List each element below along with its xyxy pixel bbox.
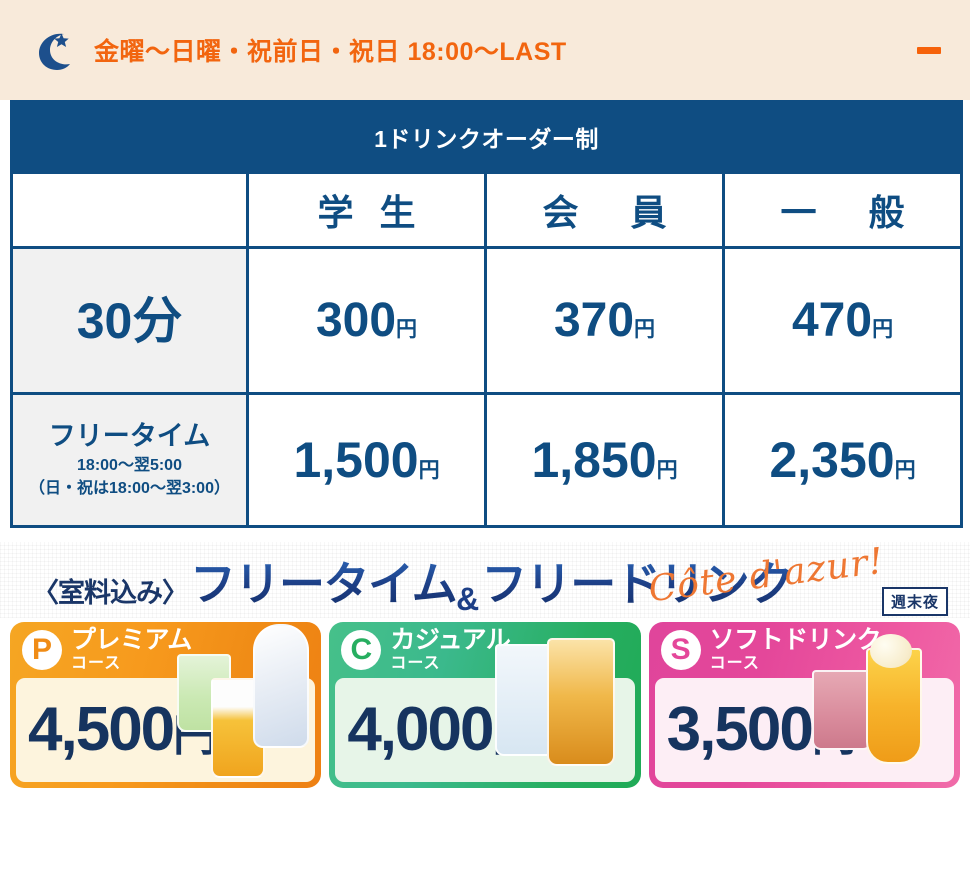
table-row: フリータイム 18:00〜翌5:00 （日・祝は18:00〜翌3:00） 1,5…: [10, 392, 964, 528]
promo-headline: 〈室料込み〉 フリータイム & フリードリンク Côte d'azur! 週末夜: [10, 541, 960, 618]
schedule-header-title: 金曜〜日曜・祝前日・祝日 18:00〜LAST: [94, 38, 567, 66]
row-label-freetime-hours: 18:00〜翌5:00: [77, 456, 182, 474]
course-badge-icon: P: [22, 630, 62, 670]
course-price: 3,500円: [667, 699, 856, 761]
one-drink-order-banner: 1ドリンクオーダー制: [9, 100, 964, 174]
price-table-container: 1ドリンクオーダー制 学 生 会 員 一 般 30分 300円 370円: [0, 100, 970, 528]
course-card-header: C カジュアル コース: [329, 622, 640, 678]
promo-room-included-label: 〈室料込み〉: [32, 578, 189, 608]
course-card-titles: カジュアル コース: [390, 626, 511, 672]
course-badge-icon: C: [341, 630, 382, 670]
course-subtitle: コース: [709, 655, 760, 672]
course-price-yen: 円: [173, 711, 218, 760]
course-cards-row: P プレミアム コース 4,500円 C カジュアル コース 4,000円: [0, 618, 970, 788]
promo-banner: 〈室料込み〉 フリータイム & フリードリンク Côte d'azur! 週末夜: [0, 541, 970, 618]
course-card-body: 4,000円: [335, 678, 635, 782]
course-price-yen: 円: [492, 711, 537, 760]
collapse-toggle-button[interactable]: [915, 36, 943, 64]
row-label-freetime: フリータイム 18:00〜翌5:00 （日・祝は18:00〜翌3:00）: [10, 392, 249, 528]
course-price-value: 4,500: [28, 695, 175, 764]
header-cell-general: 一 般: [721, 171, 964, 249]
row-label-freetime-note: （日・祝は18:00〜翌3:00）: [29, 480, 230, 498]
row-label-30min: 30分: [10, 246, 249, 395]
course-card-body: 3,500円: [654, 678, 954, 782]
course-card-titles: ソフトドリンク コース: [710, 628, 882, 672]
course-price: 4,500円: [28, 699, 217, 761]
promo-ampersand: &: [456, 581, 480, 617]
course-card-header: P プレミアム コース: [10, 622, 321, 678]
crescent-moon-star-icon: [30, 28, 76, 74]
row-label-30min-value: 30: [76, 292, 133, 349]
header-cell-student: 学 生: [246, 171, 487, 249]
course-price-value: 3,500: [666, 695, 814, 764]
course-name: ソフトドリンク: [709, 626, 882, 654]
yen-unit: 円: [396, 317, 418, 341]
yen-unit: 円: [656, 459, 678, 482]
minus-icon: [917, 46, 941, 54]
course-subtitle: コース: [71, 655, 122, 672]
price-30min-general: 470円: [721, 246, 964, 395]
course-badge-icon: S: [660, 630, 701, 670]
row-label-30min-unit: 分: [132, 292, 183, 349]
price-value: 1,500: [293, 432, 419, 488]
header-cell-member: 会 員: [484, 171, 725, 249]
course-subtitle: コース: [390, 655, 441, 672]
weekend-night-badge: 週末夜: [881, 587, 948, 616]
yen-unit: 円: [872, 317, 894, 341]
course-price-value: 4,000: [347, 695, 494, 764]
header-cell-blank: [10, 171, 249, 249]
course-price-yen: 円: [811, 711, 856, 760]
course-name: カジュアル: [390, 626, 511, 654]
course-card-body: 4,500円: [16, 678, 316, 782]
table-banner-row: 1ドリンクオーダー制: [9, 100, 964, 174]
price-freetime-member: 1,850円: [484, 392, 725, 528]
yen-unit: 円: [634, 317, 656, 341]
price-value: 370: [553, 293, 635, 347]
price-value: 2,350: [769, 432, 895, 488]
course-price: 4,000円: [347, 699, 536, 761]
price-freetime-student: 1,500円: [246, 392, 487, 528]
table-row: 30分 300円 370円 470円: [10, 246, 964, 395]
table-header-row: 学 生 会 員 一 般: [10, 171, 964, 249]
yen-unit: 円: [894, 459, 916, 482]
price-value: 1,850: [531, 432, 657, 488]
price-30min-member: 370円: [484, 246, 725, 395]
price-value: 470: [791, 293, 873, 347]
price-30min-student: 300円: [246, 246, 487, 395]
promo-freedrink-label: フリードリンク: [481, 548, 794, 614]
course-card-titles: プレミアム コース: [71, 628, 192, 672]
price-value: 300: [315, 293, 397, 347]
yen-unit: 円: [418, 459, 440, 482]
promo-freetime-label: フリータイム: [190, 548, 458, 614]
course-card-casual[interactable]: C カジュアル コース 4,000円: [329, 622, 641, 788]
course-card-soft-drink[interactable]: S ソフトドリンク コース 3,500円: [648, 622, 960, 788]
price-freetime-general: 2,350円: [721, 392, 964, 528]
course-card-header: S ソフトドリンク コース: [649, 622, 960, 678]
schedule-header-bar[interactable]: 金曜〜日曜・祝前日・祝日 18:00〜LAST: [0, 0, 970, 100]
course-name: プレミアム: [71, 626, 192, 654]
row-label-freetime-title: フリータイム: [48, 421, 211, 452]
price-table: 1ドリンクオーダー制 学 生 会 員 一 般 30分 300円 370円: [9, 100, 964, 528]
course-card-premium[interactable]: P プレミアム コース 4,500円: [10, 622, 322, 788]
